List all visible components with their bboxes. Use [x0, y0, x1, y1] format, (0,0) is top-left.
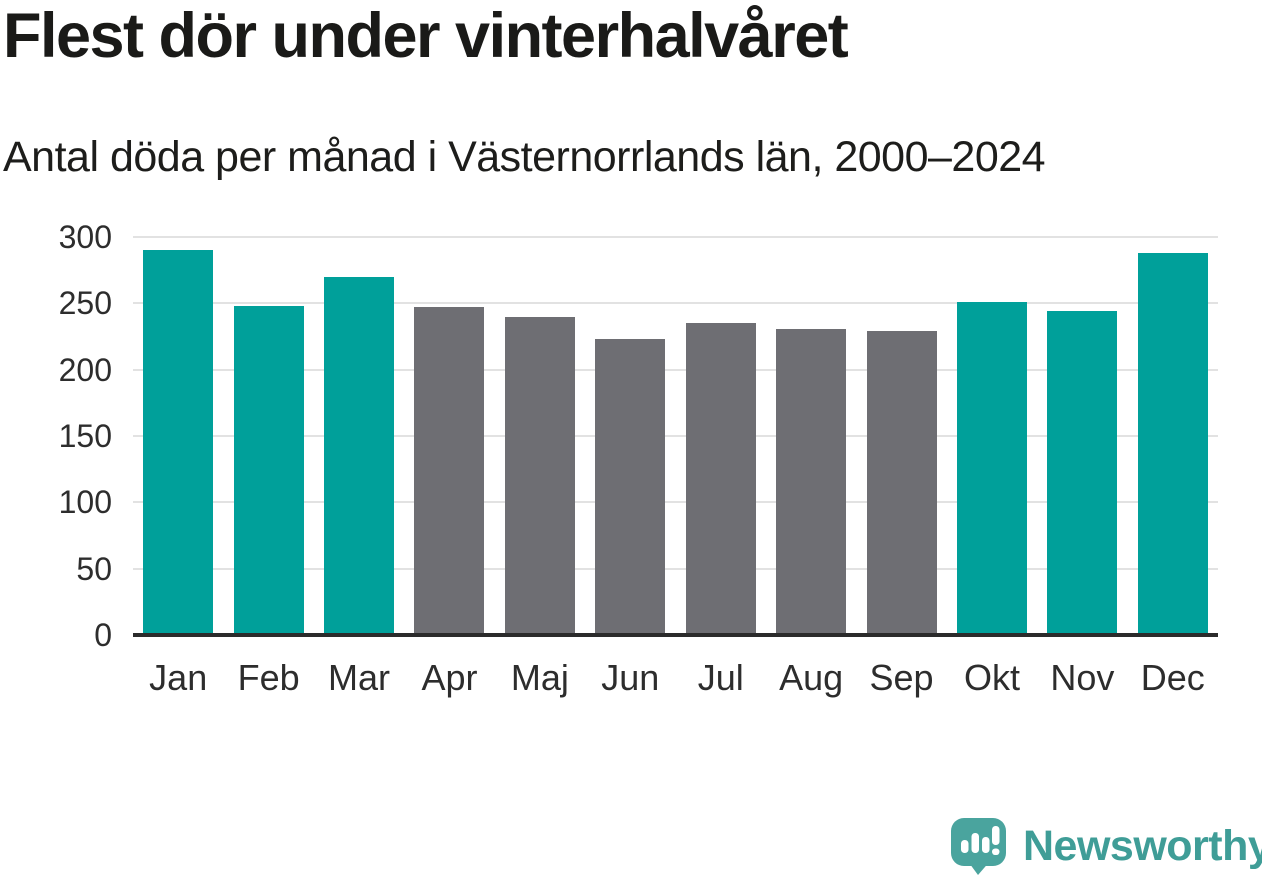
- bar-jun: [595, 339, 666, 635]
- bar-jan: [143, 250, 214, 635]
- y-axis-tick-label: 300: [58, 219, 112, 255]
- x-axis-month-label: Maj: [510, 657, 569, 698]
- bar-okt: [956, 302, 1027, 635]
- bar-maj: [504, 316, 575, 635]
- gridline: [133, 236, 1218, 238]
- x-axis-month-label: Jan: [149, 657, 208, 698]
- y-axis-tick-label: 50: [76, 550, 112, 587]
- y-axis: 0 50 100 150 200 250 300: [0, 221, 112, 651]
- x-axis-month-label: Apr: [421, 657, 478, 698]
- x-axis-month-label: Feb: [237, 657, 300, 698]
- x-axis-month-label: Aug: [779, 657, 844, 698]
- y-axis-tick-label: 250: [58, 285, 112, 322]
- chart-subtitle: Antal döda per månad i Västernorrlands l…: [3, 133, 1046, 181]
- newsworthy-wordmark: Newsworthy: [1023, 822, 1262, 870]
- gridline: [133, 501, 1218, 504]
- x-axis-baseline: [133, 633, 1218, 637]
- plot-area: [133, 236, 1218, 637]
- y-axis-tick-label: 150: [58, 418, 112, 454]
- x-axis-month-label: Jul: [697, 657, 744, 698]
- bar-dec: [1137, 252, 1208, 635]
- bar-feb: [233, 306, 304, 635]
- y-axis-tick-label: 100: [58, 484, 112, 521]
- y-axis-tick-label: 200: [58, 351, 112, 388]
- x-axis-month-label: Jun: [601, 657, 660, 698]
- bar-mar: [324, 276, 395, 635]
- bar-aug: [776, 328, 847, 635]
- newsworthy-logo-icon: [951, 818, 1006, 875]
- bar-sep: [866, 331, 937, 635]
- gridline: [133, 368, 1218, 371]
- gridline: [133, 567, 1218, 570]
- chart-title: Flest dör under vinterhalvåret: [3, 1, 849, 71]
- bar-apr: [414, 307, 485, 635]
- newsworthy-branding-link[interactable]: Newsworthy: [951, 818, 1262, 876]
- x-axis-month-label: Nov: [1050, 657, 1115, 698]
- bar-nov: [1047, 311, 1118, 635]
- y-axis-tick-label: 0: [94, 617, 112, 653]
- x-axis-month-label: Sep: [869, 657, 934, 698]
- bar-jul: [685, 323, 756, 635]
- x-axis: Jan Feb Mar Apr Maj Jun Jul Aug Sep Okt Nov Dec: [133, 656, 1218, 708]
- x-axis-month-label: Dec: [1140, 657, 1205, 698]
- x-axis-month-label: Okt: [963, 657, 1020, 698]
- gridline: [133, 435, 1218, 437]
- gridline: [133, 302, 1218, 305]
- x-axis-month-label: Mar: [328, 657, 391, 698]
